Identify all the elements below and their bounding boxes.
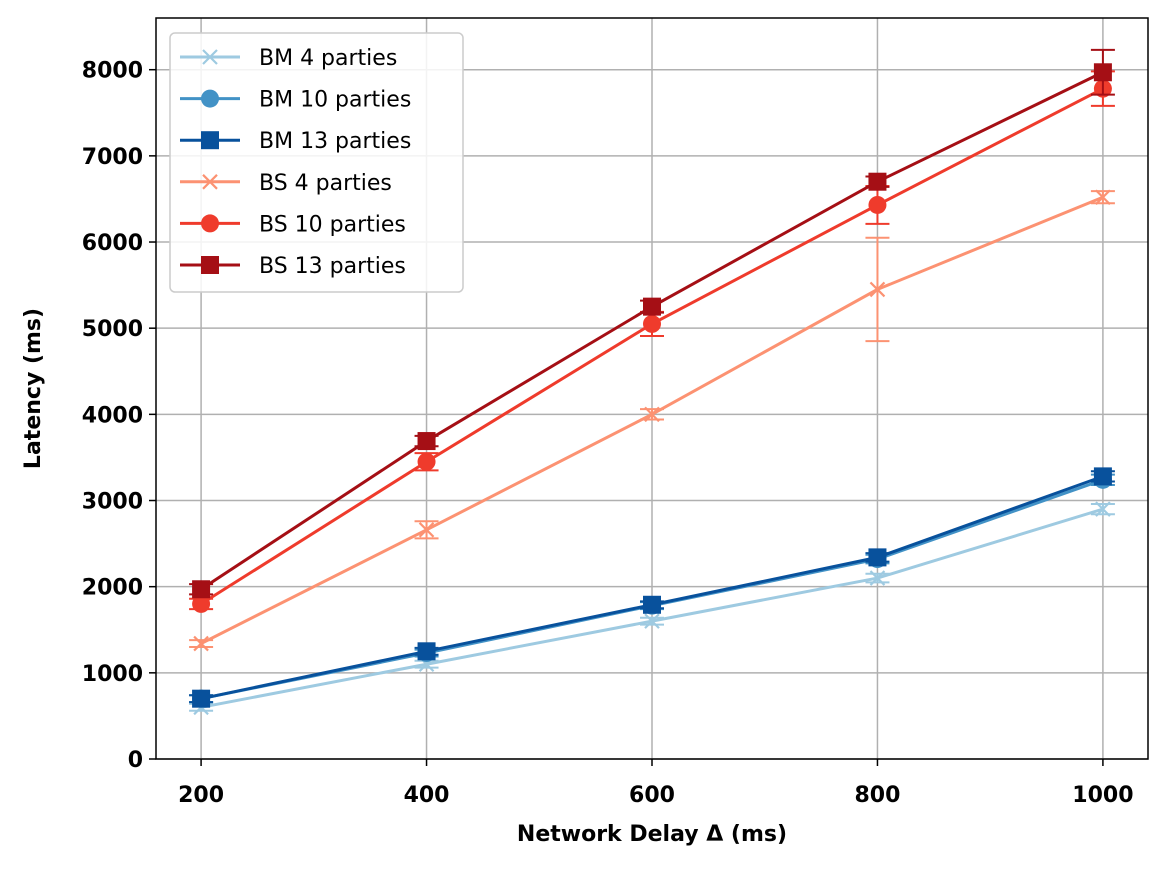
y-tick-label: 4000 (82, 403, 143, 428)
y-tick-label: 6000 (82, 231, 143, 256)
legend-marker (202, 49, 218, 65)
marker-stroke (644, 406, 660, 423)
legend-item: BM 10 parties (180, 88, 411, 113)
marker-stroke (193, 635, 209, 652)
marker-stroke (1095, 189, 1111, 205)
x-tick-label: 800 (854, 783, 900, 808)
legend-box (169, 32, 464, 293)
legend-label: BS 10 parties (259, 212, 406, 237)
legend-item: BM 13 parties (180, 129, 411, 154)
y-tick-label: 7000 (82, 145, 143, 170)
data-point (418, 522, 435, 538)
legend-marker (201, 89, 219, 108)
legend-item: BS 4 parties (180, 171, 392, 196)
marker-stroke (202, 174, 218, 190)
legend-label: BM 10 parties (259, 88, 411, 113)
data-point (192, 580, 211, 599)
data-point (868, 195, 887, 214)
y-tick-label: 8000 (82, 59, 143, 84)
data-point (643, 314, 661, 333)
data-point (643, 297, 661, 316)
legend: BM 4 parties BM 10 parties BM 13 parties BS… (169, 32, 464, 293)
series-2 (189, 467, 1115, 708)
x-tick-label: 1000 (1072, 783, 1133, 808)
legend-marker (202, 174, 218, 190)
marker-stroke (869, 281, 886, 298)
series-layer (189, 48, 1115, 716)
marker-stroke (202, 49, 218, 65)
legend-label: BM 4 parties (259, 46, 397, 71)
x-tick-label: 400 (404, 783, 450, 808)
data-point (1093, 467, 1112, 486)
data-point (417, 452, 436, 471)
legend-label: BS 4 parties (259, 171, 392, 196)
y-axis-title: Latency (ms) (21, 308, 46, 469)
series-3 (189, 189, 1115, 652)
data-point (868, 548, 887, 567)
data-point (643, 595, 661, 614)
legend-label: BS 13 parties (259, 254, 406, 279)
data-point (192, 689, 211, 708)
marker-stroke (1095, 501, 1111, 517)
data-point (417, 642, 436, 661)
y-tick-label: 1000 (82, 662, 143, 687)
legend-item: BS 10 parties (180, 212, 406, 237)
x-tick-label: 600 (629, 783, 675, 808)
data-point (1095, 189, 1111, 205)
y-tick-label: 5000 (82, 317, 143, 342)
legend-item: BS 13 parties (180, 254, 406, 279)
y-tick-label: 3000 (82, 490, 143, 515)
marker-stroke (418, 522, 435, 538)
data-point (192, 594, 211, 613)
data-point (869, 281, 886, 298)
data-point (644, 406, 660, 423)
y-tick-label: 2000 (82, 576, 143, 601)
legend-marker (201, 131, 219, 150)
legend-marker (201, 256, 219, 274)
data-point (644, 613, 660, 629)
series-5 (189, 48, 1115, 599)
legend-item: BM 4 parties (180, 46, 397, 71)
data-point (868, 172, 887, 191)
data-point (1093, 63, 1112, 82)
marker-stroke (869, 570, 886, 586)
legend-marker (201, 214, 219, 233)
x-axis-title: Network Delay Δ (ms) (517, 822, 787, 847)
marker-stroke (644, 613, 660, 629)
data-point (869, 570, 886, 586)
data-point (193, 635, 209, 652)
legend-label: BM 13 parties (259, 129, 411, 154)
y-ticks: 0 1000 2000 3000 4000 5000 6000 7000 8000 (82, 59, 156, 773)
data-point (417, 432, 436, 451)
x-tick-label: 200 (178, 783, 224, 808)
data-point (1095, 501, 1111, 517)
x-ticks: 200 400 600 800 1000 (178, 759, 1134, 808)
y-tick-label: 0 (128, 748, 143, 773)
